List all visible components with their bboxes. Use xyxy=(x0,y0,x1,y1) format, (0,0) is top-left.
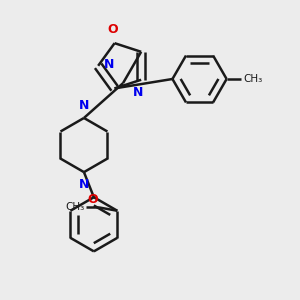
Text: O: O xyxy=(88,194,98,206)
Text: N: N xyxy=(79,99,89,112)
Text: CH₃: CH₃ xyxy=(243,74,262,84)
Text: N: N xyxy=(79,178,89,191)
Text: N: N xyxy=(104,58,115,70)
Text: O: O xyxy=(108,23,118,36)
Text: N: N xyxy=(133,86,143,99)
Text: CH₃: CH₃ xyxy=(65,202,85,212)
